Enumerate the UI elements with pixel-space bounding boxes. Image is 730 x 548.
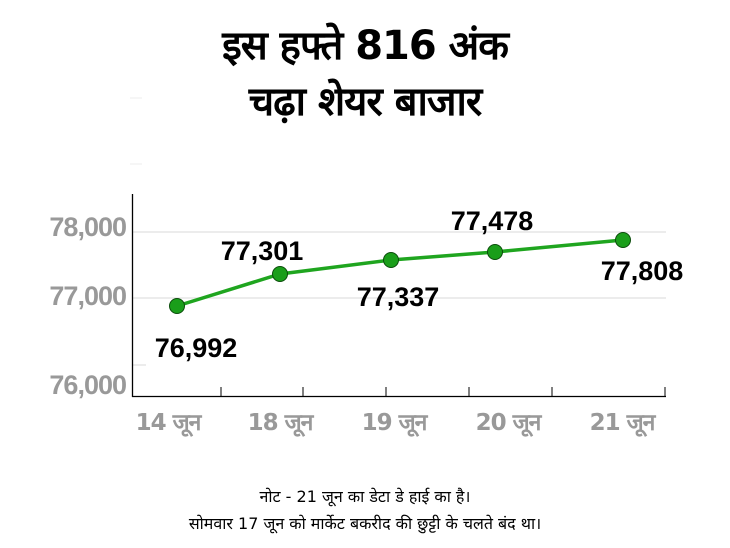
y-tick-78000: 78,000: [49, 212, 127, 242]
y-tick-77000: 77,000: [49, 281, 127, 311]
data-point: [272, 266, 288, 282]
data-point: [487, 244, 503, 260]
data-label-14-jun: 76,992: [154, 333, 238, 363]
x-tick-20-jun: 20 जून: [475, 410, 542, 436]
x-tick-14-jun: 14 जून: [135, 410, 202, 436]
x-tick-18-jun: 18 जून: [247, 410, 314, 436]
y-tick-76000: 76,000: [49, 370, 127, 400]
x-tick-19-jun: 19 जून: [361, 410, 428, 436]
data-point: [169, 298, 185, 314]
footnote-line1: नोट - 21 जून का डेटा डे हाई का है।: [259, 487, 471, 506]
data-point: [383, 252, 399, 268]
data-label-20-jun: 77,478: [450, 206, 534, 236]
data-point: [615, 232, 631, 248]
data-label-19-jun: 77,337: [356, 282, 440, 312]
footnote-line2: सोमवार 17 जून को मार्केट बकरीद की छुट्टी…: [188, 514, 542, 533]
data-label-18-jun: 77,301: [220, 236, 304, 266]
chart-title-line2: चढ़ा शेयर बाजार: [248, 79, 483, 125]
chart-title-line1: इस हफ्ते 816 अंक: [222, 23, 509, 69]
x-tick-21-jun: 21 जून: [589, 410, 656, 436]
data-label-21-jun: 77,808: [600, 256, 684, 286]
